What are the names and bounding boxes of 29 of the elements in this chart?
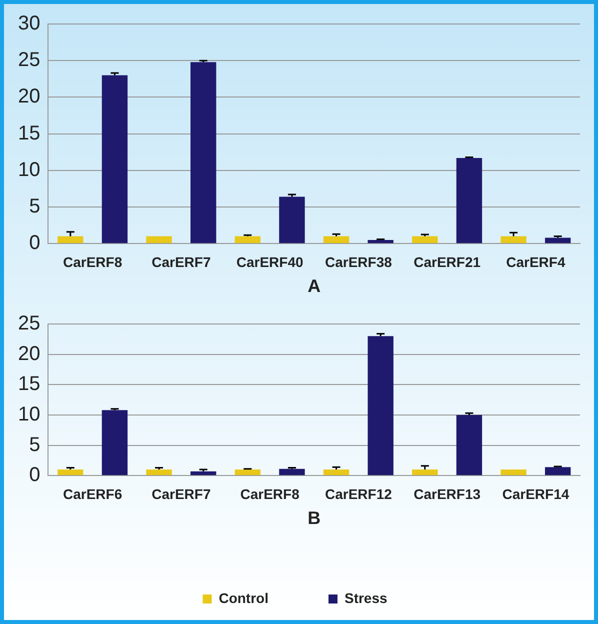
y-tick-label: 25 (18, 312, 40, 335)
y-tick-label: 10 (18, 403, 40, 426)
x-tick-label: CarERF8 (62, 254, 122, 270)
x-axis-title: B (308, 508, 321, 528)
x-tick-label: CarERF38 (324, 254, 392, 270)
x-tick-label: CarERF21 (414, 254, 481, 270)
x-tick-label: CarERF7 (152, 486, 211, 502)
y-tick-label: 0 (29, 232, 40, 254)
legend-label: Stress (344, 590, 388, 606)
y-tick-label: 30 (18, 12, 40, 35)
x-tick-label: CarERF8 (240, 486, 300, 502)
legend-label: Control (218, 590, 268, 606)
y-tick-label: 20 (18, 86, 40, 108)
y-tick-label: 0 (29, 464, 40, 486)
y-tick-label: 20 (18, 342, 40, 365)
x-axis-title: A (308, 276, 321, 296)
x-tick-label: CarERF40 (236, 254, 304, 270)
x-tick-label: CarERF4 (506, 254, 566, 270)
x-tick-label: CarERF6 (62, 486, 122, 502)
x-tick-label: CarERF14 (502, 486, 570, 502)
x-tick-label: CarERF12 (324, 486, 392, 502)
y-tick-label: 5 (29, 196, 40, 218)
x-tick-label: CarERF13 (414, 486, 481, 502)
x-tick-label: CarERF7 (152, 254, 211, 270)
y-tick-label: 15 (18, 373, 40, 396)
y-tick-label: 5 (29, 434, 40, 456)
y-tick-label: 25 (18, 49, 40, 72)
y-tick-label: 10 (18, 158, 40, 181)
y-tick-label: 15 (18, 122, 40, 144)
